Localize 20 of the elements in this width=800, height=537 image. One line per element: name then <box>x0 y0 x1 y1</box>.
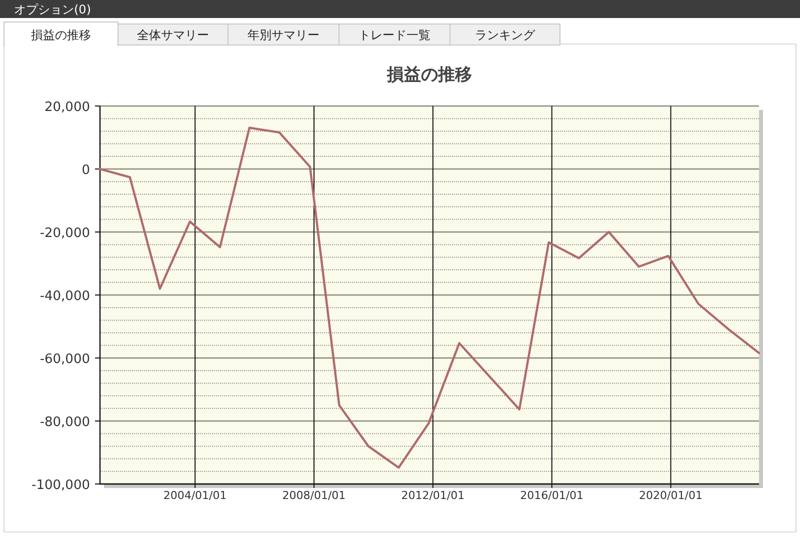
y-tick-label: 0 <box>82 163 90 178</box>
chart-title: 損益の推移 <box>386 65 472 85</box>
text: 損益の推移 <box>31 28 91 42</box>
x-tick-label: 2016/01/01 <box>520 489 584 502</box>
x-tick-label: 2020/01/01 <box>639 489 702 502</box>
y-tick-label: -20,000 <box>40 226 90 241</box>
y-tick-label: -80,000 <box>40 415 90 430</box>
y-tick-label: -40,000 <box>40 289 90 304</box>
y-tick-label: -100,000 <box>32 478 90 493</box>
y-tick-label: 20,000 <box>44 100 90 115</box>
text: トレード一覧 <box>358 28 430 42</box>
x-tick-label: 2012/01/01 <box>401 489 465 502</box>
text: 全体サマリー <box>137 28 209 42</box>
x-tick-label: 2008/01/01 <box>282 489 346 502</box>
text: ランキング <box>475 28 536 42</box>
line-series <box>98 126 760 469</box>
text: オプション(0) <box>14 2 91 16</box>
text: 年別サマリー <box>248 28 320 42</box>
x-tick-label: 2004/01/01 <box>163 489 227 502</box>
y-tick-label: -60,000 <box>40 352 90 367</box>
